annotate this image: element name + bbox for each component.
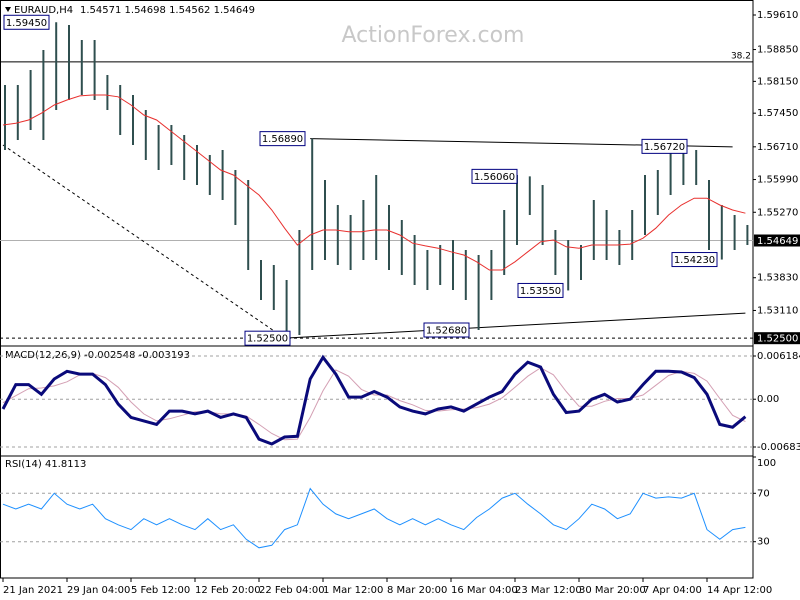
price-annotation-box [671,252,718,268]
y-tick-label: 0.006184 [757,351,800,362]
x-tick-label: 7 Apr 04:00 [643,585,702,596]
symbol-title: EURAUD,H4 [14,5,73,16]
price-annotation: 1.52680 [426,326,467,337]
price-annotation: 1.56890 [262,134,303,145]
watermark: ActionForex.com [342,23,525,48]
y-tick-label: 1.55990 [757,175,798,186]
x-tick-label: 16 Mar 04:00 [451,585,518,596]
x-tick-label: 23 Mar 12:00 [515,585,582,596]
y-tick-label: 1.53110 [757,305,798,316]
x-tick-label: 1 Mar 12:00 [323,585,383,596]
price-annotation: 1.53550 [520,286,561,297]
price-annotation-box [259,131,306,147]
y-tick-label: 30 [757,537,770,548]
x-tick-label: 29 Jan 04:00 [67,585,130,596]
y-tick-label: 1.58150 [757,76,798,87]
price-badge-label: 1.52500 [757,334,798,345]
price-annotation: 1.59450 [6,18,47,29]
price-annotation: 1.52500 [247,334,288,345]
price-annotation-box [244,330,291,346]
price-annotation-box [423,322,470,338]
y-tick-label: -0.006837 [757,442,800,453]
price-annotation: 1.54230 [674,255,715,266]
x-tick-label: 30 Mar 20:00 [579,585,646,596]
y-tick-label: 1.59610 [757,10,798,21]
price-annotation: 1.56060 [474,172,515,183]
macd-line [2,367,746,441]
moving-average [2,94,746,271]
y-tick-label: 1.55270 [757,207,798,218]
price-badge [754,332,800,345]
price-annotation-box [3,14,50,30]
price-annotation: 1.56720 [644,142,685,153]
macd-title: MACD(12,26,9) -0.002548 -0.003193 [5,350,190,361]
y-tick-label: 70 [757,488,770,499]
ohlc-values: 1.54571 1.54698 1.54562 1.54649 [80,5,255,16]
x-tick-label: 22 Feb 04:00 [259,585,325,596]
fib-label: 38.2 [731,51,751,61]
price-badge-label: 1.54649 [757,236,798,247]
rsi-title: RSI(14) 41.8113 [5,459,86,470]
x-tick-label: 8 Mar 20:00 [387,585,447,596]
x-tick-label: 14 Apr 12:00 [707,585,772,596]
price-annotation-box [471,168,518,184]
x-tick-label: 12 Feb 20:00 [195,585,261,596]
x-tick-label: 21 Jan 2021 [3,585,63,596]
price-annotation-box [641,138,688,154]
y-tick-label: 1.56710 [757,142,798,153]
y-tick-label: 1.53830 [757,273,798,284]
price-badge [754,234,800,247]
y-tick-label: 0.00 [757,394,779,405]
rsi-line [2,487,746,549]
y-tick-label: 1.58850 [757,45,798,56]
x-tick-label: 5 Feb 12:00 [131,585,190,596]
y-tick-label: 100 [757,458,776,469]
symbol-icon [5,7,11,12]
macd-line [1,354,747,446]
y-tick-label: 1.57450 [757,108,798,119]
trendline [2,144,285,339]
trendline [284,312,746,339]
price-annotation-box [517,282,564,298]
plot-frame [0,0,754,579]
